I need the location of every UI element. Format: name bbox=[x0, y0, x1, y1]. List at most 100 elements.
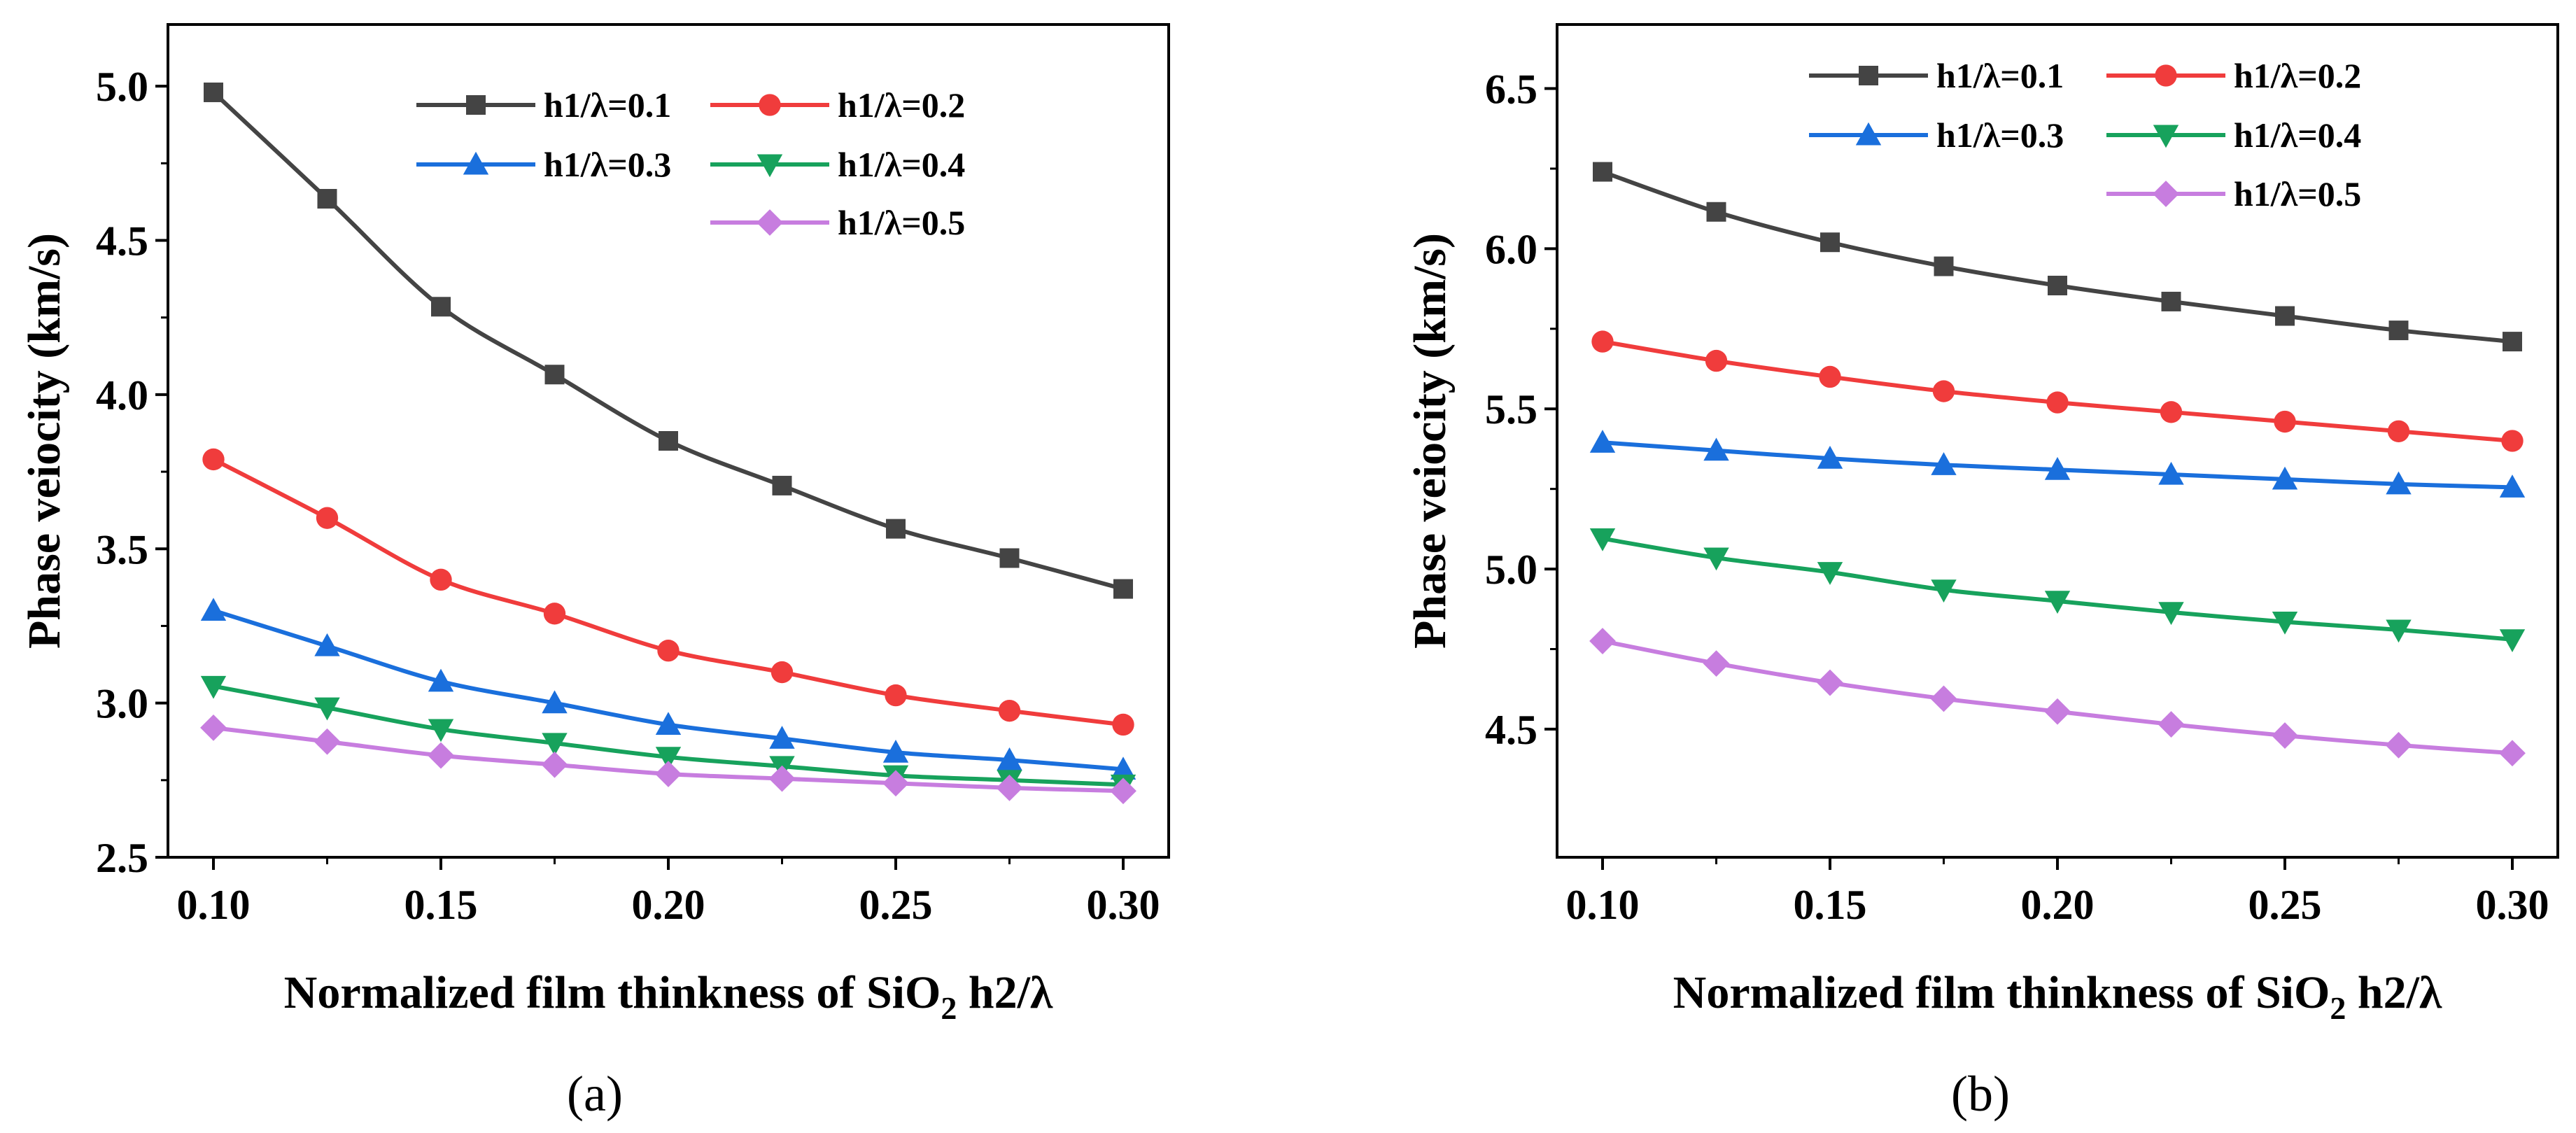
x-tick-label: 0.25 bbox=[859, 882, 933, 928]
data-point bbox=[885, 684, 907, 707]
x-tick-label: 0.20 bbox=[632, 882, 705, 928]
legend-entry-h1-lambda-0-1: h1/λ=0.1 bbox=[1809, 56, 2064, 95]
series-h1-lambda-0-5 bbox=[200, 714, 1136, 805]
series-h1-lambda-0-4 bbox=[200, 675, 1136, 798]
legend-marker bbox=[2155, 64, 2177, 87]
data-point bbox=[2499, 629, 2526, 652]
x-axis-label-subscript: 2 bbox=[941, 990, 957, 1026]
data-point bbox=[655, 761, 682, 787]
y-tick-labels: 2.5 3.0 3.5 4.0 4.5 5.0 bbox=[96, 64, 148, 881]
legend-entry-h1-lambda-0-2: h1/λ=0.2 bbox=[2106, 56, 2361, 95]
data-point bbox=[882, 739, 909, 763]
data-point bbox=[431, 297, 451, 317]
data-point bbox=[2388, 321, 2409, 341]
legend-marker bbox=[756, 209, 783, 236]
legend-entry-h1-lambda-0-3: h1/λ=0.3 bbox=[1809, 115, 2064, 155]
series-h1-lambda-0-3 bbox=[1589, 430, 2526, 498]
legend-entry-h1-lambda-0-1: h1/λ=0.1 bbox=[416, 85, 671, 125]
legend: h1/λ=0.1 h1/λ=0.2 h1/λ=0.3 h1/λ=0.4 h1/λ=0.5 bbox=[1809, 56, 2361, 213]
data-point bbox=[1705, 349, 1728, 372]
series-h1-lambda-0-1 bbox=[1593, 162, 2522, 352]
legend-entry-h1-lambda-0-3: h1/λ=0.3 bbox=[416, 145, 671, 184]
data-point bbox=[768, 765, 796, 792]
y-tick-label: 6.0 bbox=[1485, 226, 1537, 272]
data-point bbox=[2386, 471, 2412, 495]
legend-entry-h1-lambda-0-5: h1/λ=0.5 bbox=[2106, 174, 2361, 213]
data-point bbox=[770, 661, 794, 684]
data-point bbox=[200, 675, 227, 699]
data-point bbox=[2386, 619, 2412, 643]
data-point bbox=[1931, 579, 1957, 603]
panel-label: (b) bbox=[1951, 1066, 2010, 1122]
data-point bbox=[1110, 777, 1136, 805]
data-point bbox=[428, 742, 454, 769]
data-point bbox=[2158, 711, 2185, 738]
data-point bbox=[1817, 562, 1843, 585]
series-line bbox=[1600, 339, 2514, 443]
legend-marker bbox=[2153, 181, 2179, 207]
data-point bbox=[1110, 756, 1136, 780]
legend-entry-h1-lambda-0-4: h1/λ=0.4 bbox=[2106, 115, 2361, 155]
data-point bbox=[542, 690, 568, 714]
data-point bbox=[882, 770, 909, 797]
series-h1-lambda-0-4 bbox=[1589, 528, 2526, 652]
y-tick-label: 6.5 bbox=[1485, 66, 1537, 113]
data-point bbox=[2158, 602, 2184, 626]
x-axis-label-main: Normalized film thinkness of SiO bbox=[1673, 967, 2330, 1018]
series-line bbox=[1600, 536, 2514, 642]
series-h1-lambda-0-2 bbox=[1591, 330, 2524, 452]
panel-label: (a) bbox=[567, 1066, 623, 1122]
legend-marker bbox=[759, 94, 781, 116]
data-point bbox=[430, 568, 452, 591]
legend-marker bbox=[1855, 122, 1882, 146]
y-tick-label: 4.5 bbox=[96, 218, 148, 265]
legend-label: h1/λ=0.4 bbox=[838, 145, 965, 184]
legend-label: h1/λ=0.4 bbox=[2234, 115, 2361, 155]
y-tick-label: 5.0 bbox=[1485, 547, 1537, 593]
data-point bbox=[2161, 291, 2181, 311]
x-axis-label-suffix: h2/λ bbox=[2346, 967, 2442, 1018]
legend-marker bbox=[2153, 125, 2179, 148]
x-tick-label: 0.10 bbox=[1566, 882, 1640, 928]
y-tick-labels: 4.5 5.0 5.5 6.0 6.5 bbox=[1485, 66, 1537, 753]
data-point bbox=[2501, 430, 2524, 452]
data-point bbox=[2044, 456, 2071, 480]
data-point bbox=[1706, 202, 1726, 222]
data-point bbox=[2158, 461, 2184, 485]
data-point bbox=[1930, 685, 1957, 712]
data-point bbox=[1817, 445, 1843, 469]
data-point bbox=[2499, 740, 2526, 767]
data-point bbox=[2387, 420, 2410, 442]
data-point bbox=[314, 697, 340, 721]
data-point bbox=[202, 448, 225, 471]
data-point bbox=[1589, 528, 1616, 551]
data-point bbox=[999, 548, 1020, 568]
x-tick-label: 0.15 bbox=[404, 882, 478, 928]
data-point bbox=[2272, 466, 2298, 490]
x-tick-label: 0.15 bbox=[1794, 882, 1867, 928]
y-tick-label: 3.5 bbox=[96, 526, 148, 572]
plot-marks bbox=[1589, 162, 2526, 767]
data-point bbox=[1820, 232, 1840, 253]
x-axis-label-suffix: h2/λ bbox=[957, 967, 1053, 1018]
data-point bbox=[1817, 669, 1843, 696]
data-point bbox=[2048, 276, 2067, 296]
data-point bbox=[2160, 401, 2183, 423]
data-point bbox=[543, 603, 566, 625]
data-point bbox=[2274, 410, 2296, 433]
x-axis-label: Normalized film thinkness of SiO2 h2/λ bbox=[1673, 967, 2442, 1026]
y-tick-label: 3.0 bbox=[96, 681, 148, 727]
legend-entry-h1-lambda-0-5: h1/λ=0.5 bbox=[710, 203, 965, 242]
x-tick-label: 0.30 bbox=[1087, 882, 1160, 928]
chart-panel-b: 0.10 0.15 0.20 0.25 0.30 4.5 5.0 5.5 6.0 6.5 h1/… bbox=[1405, 23, 2559, 1122]
x-tick-labels: 0.10 0.15 0.20 0.25 0.30 bbox=[177, 882, 1160, 928]
data-point bbox=[2046, 391, 2069, 414]
x-tick-label: 0.10 bbox=[177, 882, 251, 928]
data-point bbox=[542, 733, 568, 756]
data-point bbox=[314, 728, 341, 755]
series-line bbox=[1600, 169, 2514, 344]
legend-label: h1/λ=0.2 bbox=[838, 85, 965, 125]
data-point bbox=[544, 365, 565, 385]
data-point bbox=[655, 712, 682, 736]
series-line bbox=[211, 457, 1125, 727]
